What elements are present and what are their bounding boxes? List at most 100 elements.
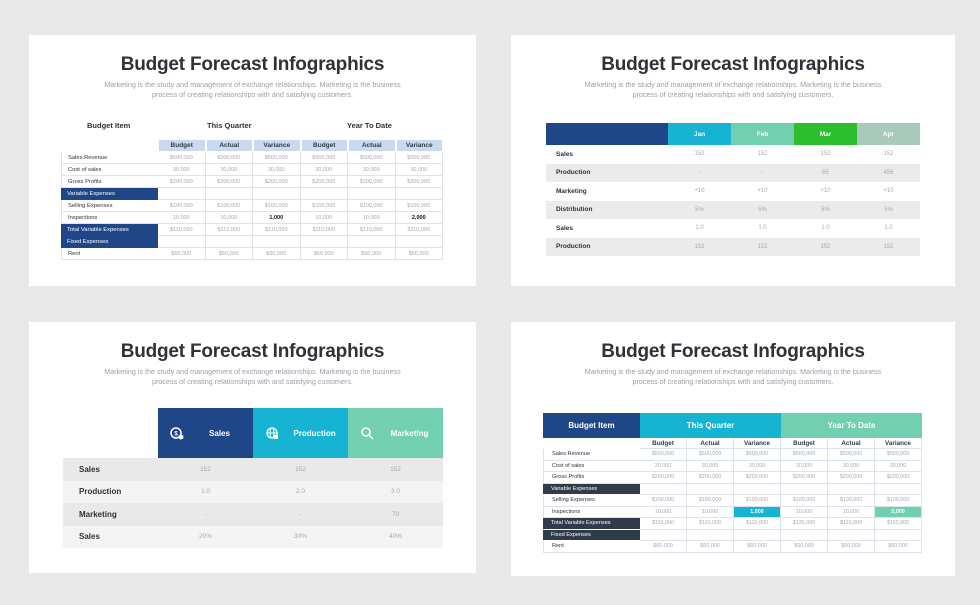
row-label-sales: Sales	[556, 150, 573, 158]
table-cell: $200,000	[734, 472, 781, 484]
month-header-mar: Mar	[794, 123, 857, 145]
row-label-sales-revenue: Sales Revenue	[61, 152, 158, 164]
row-label-distribution: Distribution	[556, 206, 593, 214]
row-label-cost-of-sales: Cost of sales	[543, 460, 640, 472]
column-header-variance: Variance	[734, 438, 781, 449]
slide-subtitle-line1: Marketing is the study and management of…	[584, 80, 882, 89]
table-cell: $110,000	[640, 518, 687, 530]
table-cell	[875, 529, 922, 541]
table-cell: $60,000	[687, 541, 734, 553]
header-label-marketing: Marketing	[390, 428, 429, 438]
table-cell: 40%	[388, 533, 402, 541]
table-cell	[348, 188, 396, 200]
table-cell: 152	[883, 243, 894, 250]
table-cell: $200,000	[253, 176, 301, 188]
table-cell: +10	[757, 188, 768, 195]
column-header-actual: Actual	[348, 139, 396, 152]
header-blank-cell	[546, 123, 668, 145]
table-cell: $110,000	[300, 224, 348, 236]
table-cell	[300, 188, 348, 200]
slide-subtitle-line1: Marketing is the study and management of…	[584, 367, 882, 376]
header-sales	[158, 408, 253, 458]
slide-subtitle-line2: process of creating relationships with a…	[152, 90, 353, 99]
table-cell: 1,000	[734, 506, 781, 518]
table-cell: $60,000	[640, 541, 687, 553]
row-label-variable-expenses: Variable Expenses	[61, 188, 158, 200]
table-cell: 2.0	[295, 488, 306, 496]
table-cell: -	[698, 169, 701, 176]
table-cell	[253, 236, 301, 248]
table-cell	[253, 188, 301, 200]
table-cell: $110,000	[205, 224, 253, 236]
table-cell: 10,000	[300, 212, 348, 224]
table-cell: 30,000	[734, 460, 781, 472]
row-label-sales: Sales	[79, 464, 100, 474]
table-cell: $500,000	[828, 449, 875, 461]
table-row	[63, 458, 443, 481]
table-cell	[640, 483, 687, 495]
row-label-selling-expenses: Selling Expenses	[543, 495, 640, 507]
group-header-budget-item: Budget Item	[87, 121, 131, 130]
group-header-year-to-date: Year To Date	[781, 413, 922, 438]
table-cell: $200,000	[640, 472, 687, 484]
table-cell	[828, 529, 875, 541]
table-row	[546, 219, 920, 238]
column-header-variance: Variance	[395, 139, 443, 152]
table-cell: $100,000	[734, 495, 781, 507]
table-cell: 10,000	[781, 506, 828, 518]
table-cell: $500,000	[253, 152, 301, 164]
table-cell: $60,000	[395, 248, 443, 260]
table-cell: 152	[820, 151, 831, 158]
table-cell: 1.0	[695, 225, 704, 232]
table-row	[546, 145, 920, 164]
column-header-variance: Variance	[875, 438, 922, 449]
table-cell: -	[204, 510, 207, 518]
table-cell	[348, 236, 396, 248]
table-cell: $100,000	[205, 200, 253, 212]
table-row	[546, 200, 920, 219]
table-row	[546, 182, 920, 201]
table-cell: 5%	[758, 206, 767, 213]
row-label-production: Production	[79, 487, 122, 497]
column-header-budget: Budget	[300, 139, 348, 152]
table-cell: 152	[820, 243, 831, 250]
table-cell	[640, 529, 687, 541]
row-label-total-variable-expenses: Total Variable Expenses	[61, 224, 158, 236]
table-cell: -	[761, 169, 764, 176]
table-cell	[734, 483, 781, 495]
table-cell: 10,000	[687, 506, 734, 518]
table-cell: $500,000	[395, 152, 443, 164]
table-cell: $500,000	[205, 152, 253, 164]
table-cell: $500,000	[687, 449, 734, 461]
table-cell: 1.0	[758, 225, 767, 232]
table-cell: $110,000	[687, 518, 734, 530]
slide-subtitle-line1: Marketing is the study and management of…	[104, 80, 401, 89]
table-cell: $200,000	[395, 176, 443, 188]
table-cell: $200,000	[300, 176, 348, 188]
table-cell	[158, 188, 206, 200]
column-header-budget: Budget	[640, 438, 687, 449]
row-label-gross-profits: Gross Profits	[61, 176, 158, 188]
table-cell: $60,000	[734, 541, 781, 553]
table-cell: 5%	[884, 206, 893, 213]
slide-subtitle-line2: process of creating relationships with a…	[632, 377, 834, 386]
slide-subtitle-line2: process of creating relationships with a…	[152, 377, 353, 386]
slide-title: Budget Forecast Infographics	[601, 54, 865, 75]
table-cell: 1.0	[884, 225, 893, 232]
row-label-inspections: Inspections	[543, 506, 640, 518]
row-label-rent: Rent	[61, 248, 158, 260]
table-cell: +10	[820, 188, 831, 195]
row-label-cost-of-sales: Cost of sales	[61, 164, 158, 176]
table-cell: $60,000	[348, 248, 396, 260]
table-cell	[395, 188, 443, 200]
table-cell: +10	[694, 188, 705, 195]
table-cell: $110,000	[348, 224, 396, 236]
table-cell: +10	[883, 188, 894, 195]
header-label-production: Production	[293, 428, 336, 438]
month-header-jan: Jan	[668, 123, 731, 145]
table-cell	[158, 236, 206, 248]
money-icon: $	[170, 426, 184, 440]
table-cell: $200,000	[875, 472, 922, 484]
table-cell: $110,000	[734, 518, 781, 530]
table-row	[546, 237, 920, 256]
